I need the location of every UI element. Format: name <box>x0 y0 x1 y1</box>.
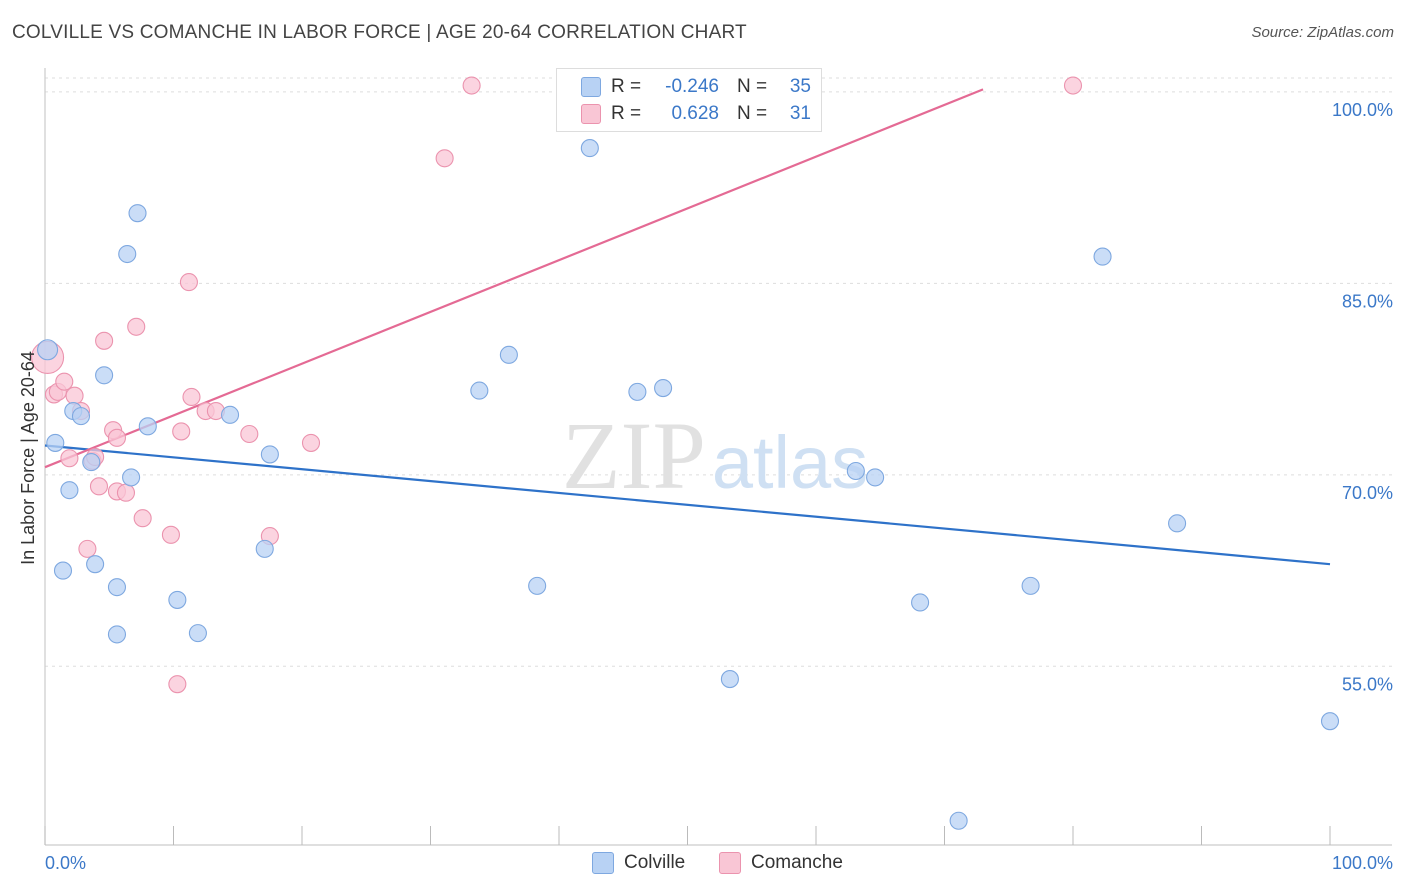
comanche-point <box>182 387 201 407</box>
colville-point <box>470 381 489 400</box>
colville-point <box>580 139 599 158</box>
comanche-point <box>301 433 321 452</box>
colville-point <box>107 578 127 597</box>
comanche-point <box>89 477 109 496</box>
axes <box>44 68 1392 846</box>
watermark-atlas: atlas <box>712 421 868 504</box>
comanche-point <box>168 675 187 694</box>
colville-point <box>82 453 101 472</box>
comanche-point <box>133 509 152 528</box>
comanche-point <box>78 539 97 558</box>
comanche-n-label: N = <box>737 103 768 124</box>
colville-point <box>37 339 59 361</box>
colville-point <box>95 366 114 385</box>
colville-n-label: N = <box>737 76 768 97</box>
colville-point <box>720 670 739 689</box>
y-axis-label: In Labor Force | Age 20-64 <box>18 351 38 565</box>
y-tick-label: 70.0% <box>1342 483 1393 503</box>
colville-trend-line <box>44 444 1331 566</box>
comanche-point <box>172 422 191 441</box>
comanche-point <box>116 483 136 502</box>
colville-point <box>911 593 930 612</box>
comanche-point <box>179 273 198 292</box>
colville-point <box>60 481 79 500</box>
colville-point <box>71 407 91 426</box>
colville-point <box>866 468 885 487</box>
colville-point <box>260 445 279 464</box>
comanche-point <box>65 386 84 405</box>
colville-point <box>86 555 105 574</box>
x-tick-label-start: 0.0% <box>45 853 86 873</box>
colville-legend-label: Colville <box>624 852 686 873</box>
colville-point <box>1093 247 1112 266</box>
chart-title: COLVILLE VS COMANCHE IN LABOR FORCE | AG… <box>12 22 747 43</box>
colville-point <box>138 417 157 436</box>
comanche-point <box>240 424 259 444</box>
colville-point <box>654 378 673 398</box>
colville-point <box>528 576 547 595</box>
colville-point <box>107 625 127 644</box>
y-tick-label: 100.0% <box>1332 100 1393 120</box>
colville-point <box>1021 576 1040 595</box>
legend-row-comanche: R = 0.628 N = 31 <box>581 102 811 126</box>
colville-point <box>1320 712 1340 731</box>
colville-point <box>188 624 207 643</box>
comanche-r-value: 0.628 <box>671 103 719 124</box>
colville-points <box>37 139 1340 830</box>
comanche-point <box>107 428 127 447</box>
comanche-legend-swatch <box>719 852 741 874</box>
y-tick-label: 55.0% <box>1342 674 1393 694</box>
colville-point <box>846 461 865 481</box>
watermark-zip: ZIP <box>562 402 706 509</box>
comanche-point <box>55 372 74 391</box>
colville-point <box>122 468 141 487</box>
colville-point <box>499 345 518 364</box>
source-credit: Source: ZipAtlas.com <box>1251 24 1394 41</box>
colville-point <box>949 811 968 830</box>
colville-swatch <box>581 77 601 97</box>
comanche-point <box>435 149 454 168</box>
colville-point <box>628 382 647 401</box>
tick-labels: 55.0% 70.0% 85.0% 100.0% 0.0% 100.0% <box>45 100 1393 873</box>
colville-r-label: R = <box>611 76 642 97</box>
comanche-legend-label: Comanche <box>751 852 843 873</box>
grid-lines <box>45 77 1392 667</box>
colville-n-value: 35 <box>789 76 811 97</box>
comanche-r-label: R = <box>611 103 642 124</box>
comanche-point <box>95 331 114 350</box>
colville-point <box>128 204 147 223</box>
stats-legend: R = -0.246 N = 35 R = 0.628 N = 31 <box>556 68 822 132</box>
comanche-point <box>462 76 481 95</box>
colville-point <box>46 433 65 452</box>
colville-legend-swatch <box>592 852 614 874</box>
colville-point <box>53 561 73 580</box>
comanche-point <box>1063 76 1083 95</box>
x-tick-label-end: 100.0% <box>1332 853 1393 873</box>
y-tick-label: 85.0% <box>1342 291 1393 311</box>
colville-point <box>168 590 187 609</box>
bottom-legend-colville[interactable]: Colville <box>592 852 685 874</box>
colville-point <box>118 244 137 264</box>
comanche-point <box>127 317 146 336</box>
colville-point <box>220 405 240 424</box>
comanche-point <box>60 449 79 468</box>
comanche-point <box>161 525 180 544</box>
bottom-legend-comanche[interactable]: Comanche <box>719 852 843 874</box>
watermark: ZIPatlas <box>562 402 868 509</box>
colville-r-value: -0.246 <box>665 76 719 97</box>
legend-row-colville: R = -0.246 N = 35 <box>581 75 811 99</box>
comanche-n-value: 31 <box>789 103 811 124</box>
colville-point <box>255 539 274 558</box>
comanche-swatch <box>581 104 601 124</box>
colville-point <box>1168 514 1187 533</box>
